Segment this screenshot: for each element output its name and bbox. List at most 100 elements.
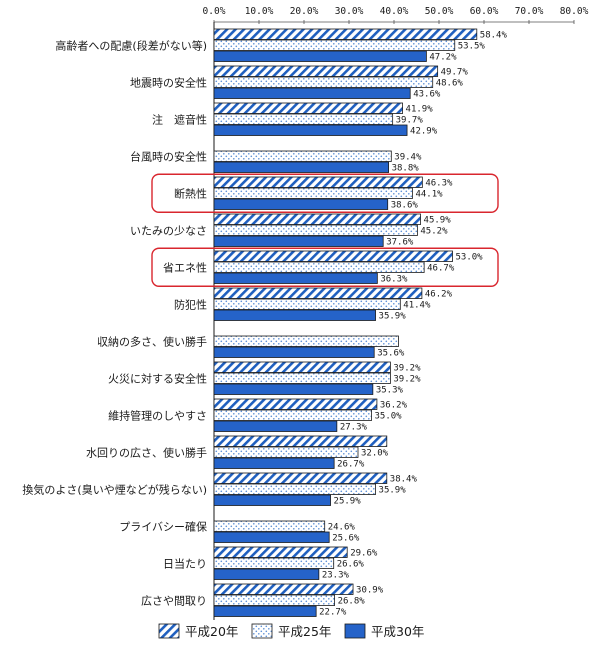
data-label: 43.6%: [413, 90, 441, 100]
data-label: 35.9%: [379, 312, 407, 322]
bar: [213, 583, 354, 595]
data-label: 29.6%: [350, 549, 378, 559]
data-label: 35.6%: [377, 349, 405, 359]
category-label: 日当たり: [163, 556, 207, 570]
data-label: 35.0%: [375, 412, 403, 422]
data-label: 35.3%: [376, 386, 404, 396]
legend-label-h20: 平成20年: [185, 624, 238, 639]
x-tick-label: 50.0%: [425, 6, 454, 17]
bar: [213, 546, 348, 558]
data-label: 39.2%: [393, 364, 421, 374]
category-label: 注 遮音性: [152, 112, 207, 126]
bar: [213, 161, 390, 173]
data-label: 37.6%: [386, 238, 414, 248]
bar: [213, 420, 338, 432]
data-label: 26.8%: [338, 597, 366, 607]
category-label: 台風時の安全性: [130, 149, 207, 163]
bar: [213, 568, 320, 580]
bar: [213, 150, 392, 162]
bar: [213, 298, 401, 310]
data-label: 27.3%: [340, 423, 368, 433]
data-label: 26.7%: [337, 460, 365, 470]
bar: [213, 383, 374, 395]
bar: [213, 309, 376, 321]
category-label: プライバシー確保: [119, 519, 207, 533]
data-label: 46.7%: [427, 264, 455, 274]
legend-swatch-h20: [158, 623, 180, 639]
bar: [213, 113, 394, 125]
category-label: 水回りの広さ、使い勝手: [86, 445, 207, 459]
data-label: 25.6%: [332, 534, 360, 544]
legend-label-h30: 平成30年: [371, 624, 424, 639]
category-label: 収納の多さ、使い勝手: [97, 334, 207, 348]
category-label: 高齢者への配慮(段差がない等): [55, 38, 207, 52]
bar: [213, 435, 388, 447]
data-label: 47.2%: [429, 53, 457, 63]
data-label: 49.7%: [441, 68, 469, 78]
data-label: 26.6%: [337, 560, 365, 570]
bar: [213, 39, 456, 51]
bar: [213, 520, 326, 532]
bars: [213, 28, 478, 617]
data-label: 35.9%: [379, 486, 407, 496]
bar: [213, 198, 389, 210]
highlight-box: [151, 247, 499, 287]
legend-swatch-h25: [251, 623, 273, 639]
data-label: 32.0%: [361, 449, 389, 459]
data-label: 53.5%: [458, 42, 486, 52]
data-label: 24.6%: [328, 523, 356, 533]
bar: [213, 372, 391, 384]
data-label: 44.1%: [415, 190, 443, 200]
bar: [213, 483, 376, 495]
bar: [213, 124, 408, 136]
data-label: 45.2%: [420, 227, 448, 237]
data-label: 30.9%: [356, 586, 384, 596]
bar: [213, 335, 399, 347]
x-tick-label: 20.0%: [290, 6, 319, 17]
bar: [213, 457, 335, 469]
x-tick-label: 0.0%: [203, 6, 226, 17]
bar: [213, 213, 421, 225]
data-label: 22.7%: [319, 608, 347, 618]
data-label: 39.7%: [396, 116, 424, 126]
category-label: 広さや間取り: [141, 594, 207, 607]
category-label: 地震時の安全性: [130, 75, 207, 89]
x-tick-label: 70.0%: [515, 6, 544, 17]
category-label: 省エネ性: [163, 260, 207, 274]
bar: [213, 494, 331, 506]
bar: [213, 87, 411, 99]
bar: [213, 446, 359, 458]
data-label: 53.0%: [456, 253, 484, 263]
data-label: 58.4%: [480, 31, 508, 41]
bar: [213, 50, 427, 62]
data-label: 46.2%: [425, 290, 453, 300]
bar: [213, 557, 335, 569]
data-label: 39.2%: [393, 375, 421, 385]
bar: [213, 261, 425, 273]
bar: [213, 594, 335, 606]
bar: [213, 605, 317, 617]
data-label: 48.6%: [436, 79, 464, 89]
category-label: 火災に対する安全性: [108, 371, 207, 385]
data-label: 36.3%: [380, 275, 408, 285]
x-tick-label: 40.0%: [380, 6, 409, 17]
data-label: 36.2%: [380, 401, 408, 411]
bar: [213, 361, 391, 373]
bar: [213, 346, 375, 358]
highlight-box: [151, 173, 499, 213]
data-label: 46.3%: [425, 179, 453, 189]
bar: [213, 176, 423, 188]
data-label: 38.6%: [391, 201, 419, 211]
x-tick-label: 60.0%: [470, 6, 499, 17]
bar: [213, 398, 378, 410]
bar: [213, 102, 403, 114]
x-tick-label: 30.0%: [335, 6, 364, 17]
bar: [213, 76, 434, 88]
bar: [213, 272, 378, 284]
data-label: 25.9%: [334, 497, 362, 507]
legend: 平成20年 平成25年 平成30年: [158, 623, 424, 639]
data-label: 42.9%: [410, 127, 438, 137]
